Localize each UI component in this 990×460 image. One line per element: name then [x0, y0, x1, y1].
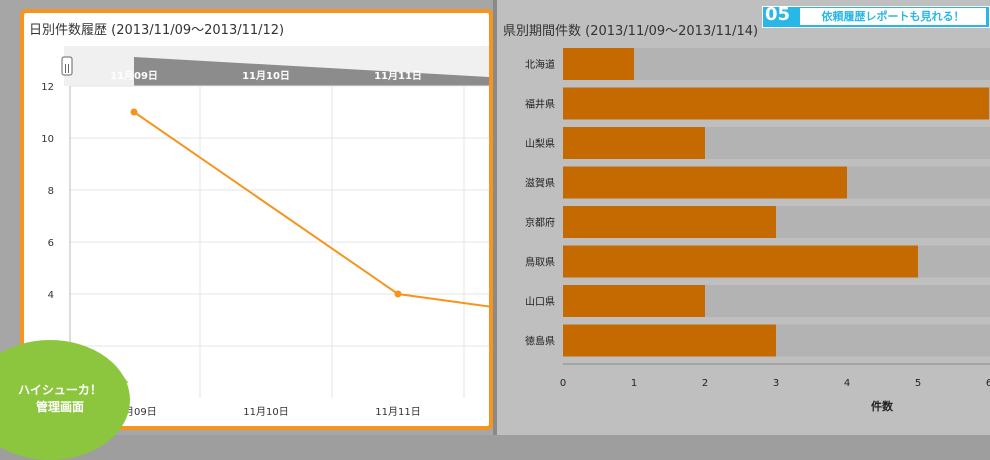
- category-label: 福井県: [525, 98, 555, 111]
- panel-divider: [493, 0, 497, 435]
- daily-history-title: 日別件数履歴 (2013/11/09〜2013/11/12): [29, 23, 285, 38]
- bar: [563, 48, 634, 80]
- series-line: [133, 111, 489, 308]
- navigator-area: [134, 57, 489, 86]
- category-label: 鳥取県: [525, 256, 555, 269]
- bar: [563, 206, 776, 238]
- x-tick-label: 11月10日: [243, 406, 288, 418]
- bar: [563, 87, 989, 120]
- y-tick-label: 6: [48, 238, 54, 249]
- bubble-line-1: ハイシューカ！: [18, 383, 102, 397]
- y-tick-label: 10: [41, 134, 54, 145]
- series-point: [130, 108, 138, 116]
- navigator-label: 11月11日: [374, 70, 422, 82]
- feature-badge-number: 05: [765, 4, 791, 25]
- category-label: 京都府: [525, 216, 555, 229]
- x-tick-label: 2: [702, 378, 708, 389]
- navigator-label: 11月10日: [242, 70, 290, 82]
- x-axis-title: 件数: [871, 399, 894, 413]
- category-label: 徳島県: [525, 335, 555, 348]
- category-label: 山口県: [525, 296, 555, 308]
- category-label: 滋賀県: [525, 177, 555, 190]
- x-tick-label: 4: [844, 378, 850, 389]
- x-tick-label: 11月11日: [375, 406, 420, 418]
- x-tick-label: 6: [986, 378, 990, 389]
- category-label: 山梨県: [525, 137, 555, 150]
- speech-bubble-text: ハイシューカ！ 管理画面: [5, 382, 115, 416]
- navigator-label: 11月09日: [110, 70, 158, 82]
- bar: [563, 166, 847, 199]
- bar-track: [563, 48, 990, 80]
- navigator-handle-glyph: ||: [64, 64, 70, 74]
- category-label: 北海道: [525, 58, 555, 71]
- bubble-line-2: 管理画面: [35, 400, 84, 414]
- prefecture-chart-title: 県別期間件数 (2013/11/09〜2013/11/14): [503, 24, 759, 39]
- x-tick-label: 5: [915, 378, 921, 389]
- y-tick-label: 12: [41, 82, 54, 93]
- x-tick-label: 1: [631, 378, 637, 389]
- daily-history-card: 日別件数履歴 (2013/11/09〜2013/11/12) || 11月09日…: [20, 9, 493, 430]
- y-tick-label: 4: [48, 290, 54, 301]
- prefecture-chart-panel: 県別期間件数 (2013/11/09〜2013/11/14) 北海道福井県山梨県…: [497, 0, 990, 435]
- x-tick-label: 3: [773, 378, 779, 389]
- bar: [563, 127, 705, 159]
- series-point: [394, 290, 402, 298]
- bar: [563, 324, 776, 357]
- bar: [563, 285, 705, 317]
- bar: [563, 245, 918, 278]
- navigator-handle[interactable]: [61, 56, 73, 76]
- feature-badge-text: 依頼履歴レポートも見れる！: [800, 8, 986, 25]
- x-tick-label: 0: [560, 378, 566, 389]
- y-tick-label: 8: [48, 186, 54, 197]
